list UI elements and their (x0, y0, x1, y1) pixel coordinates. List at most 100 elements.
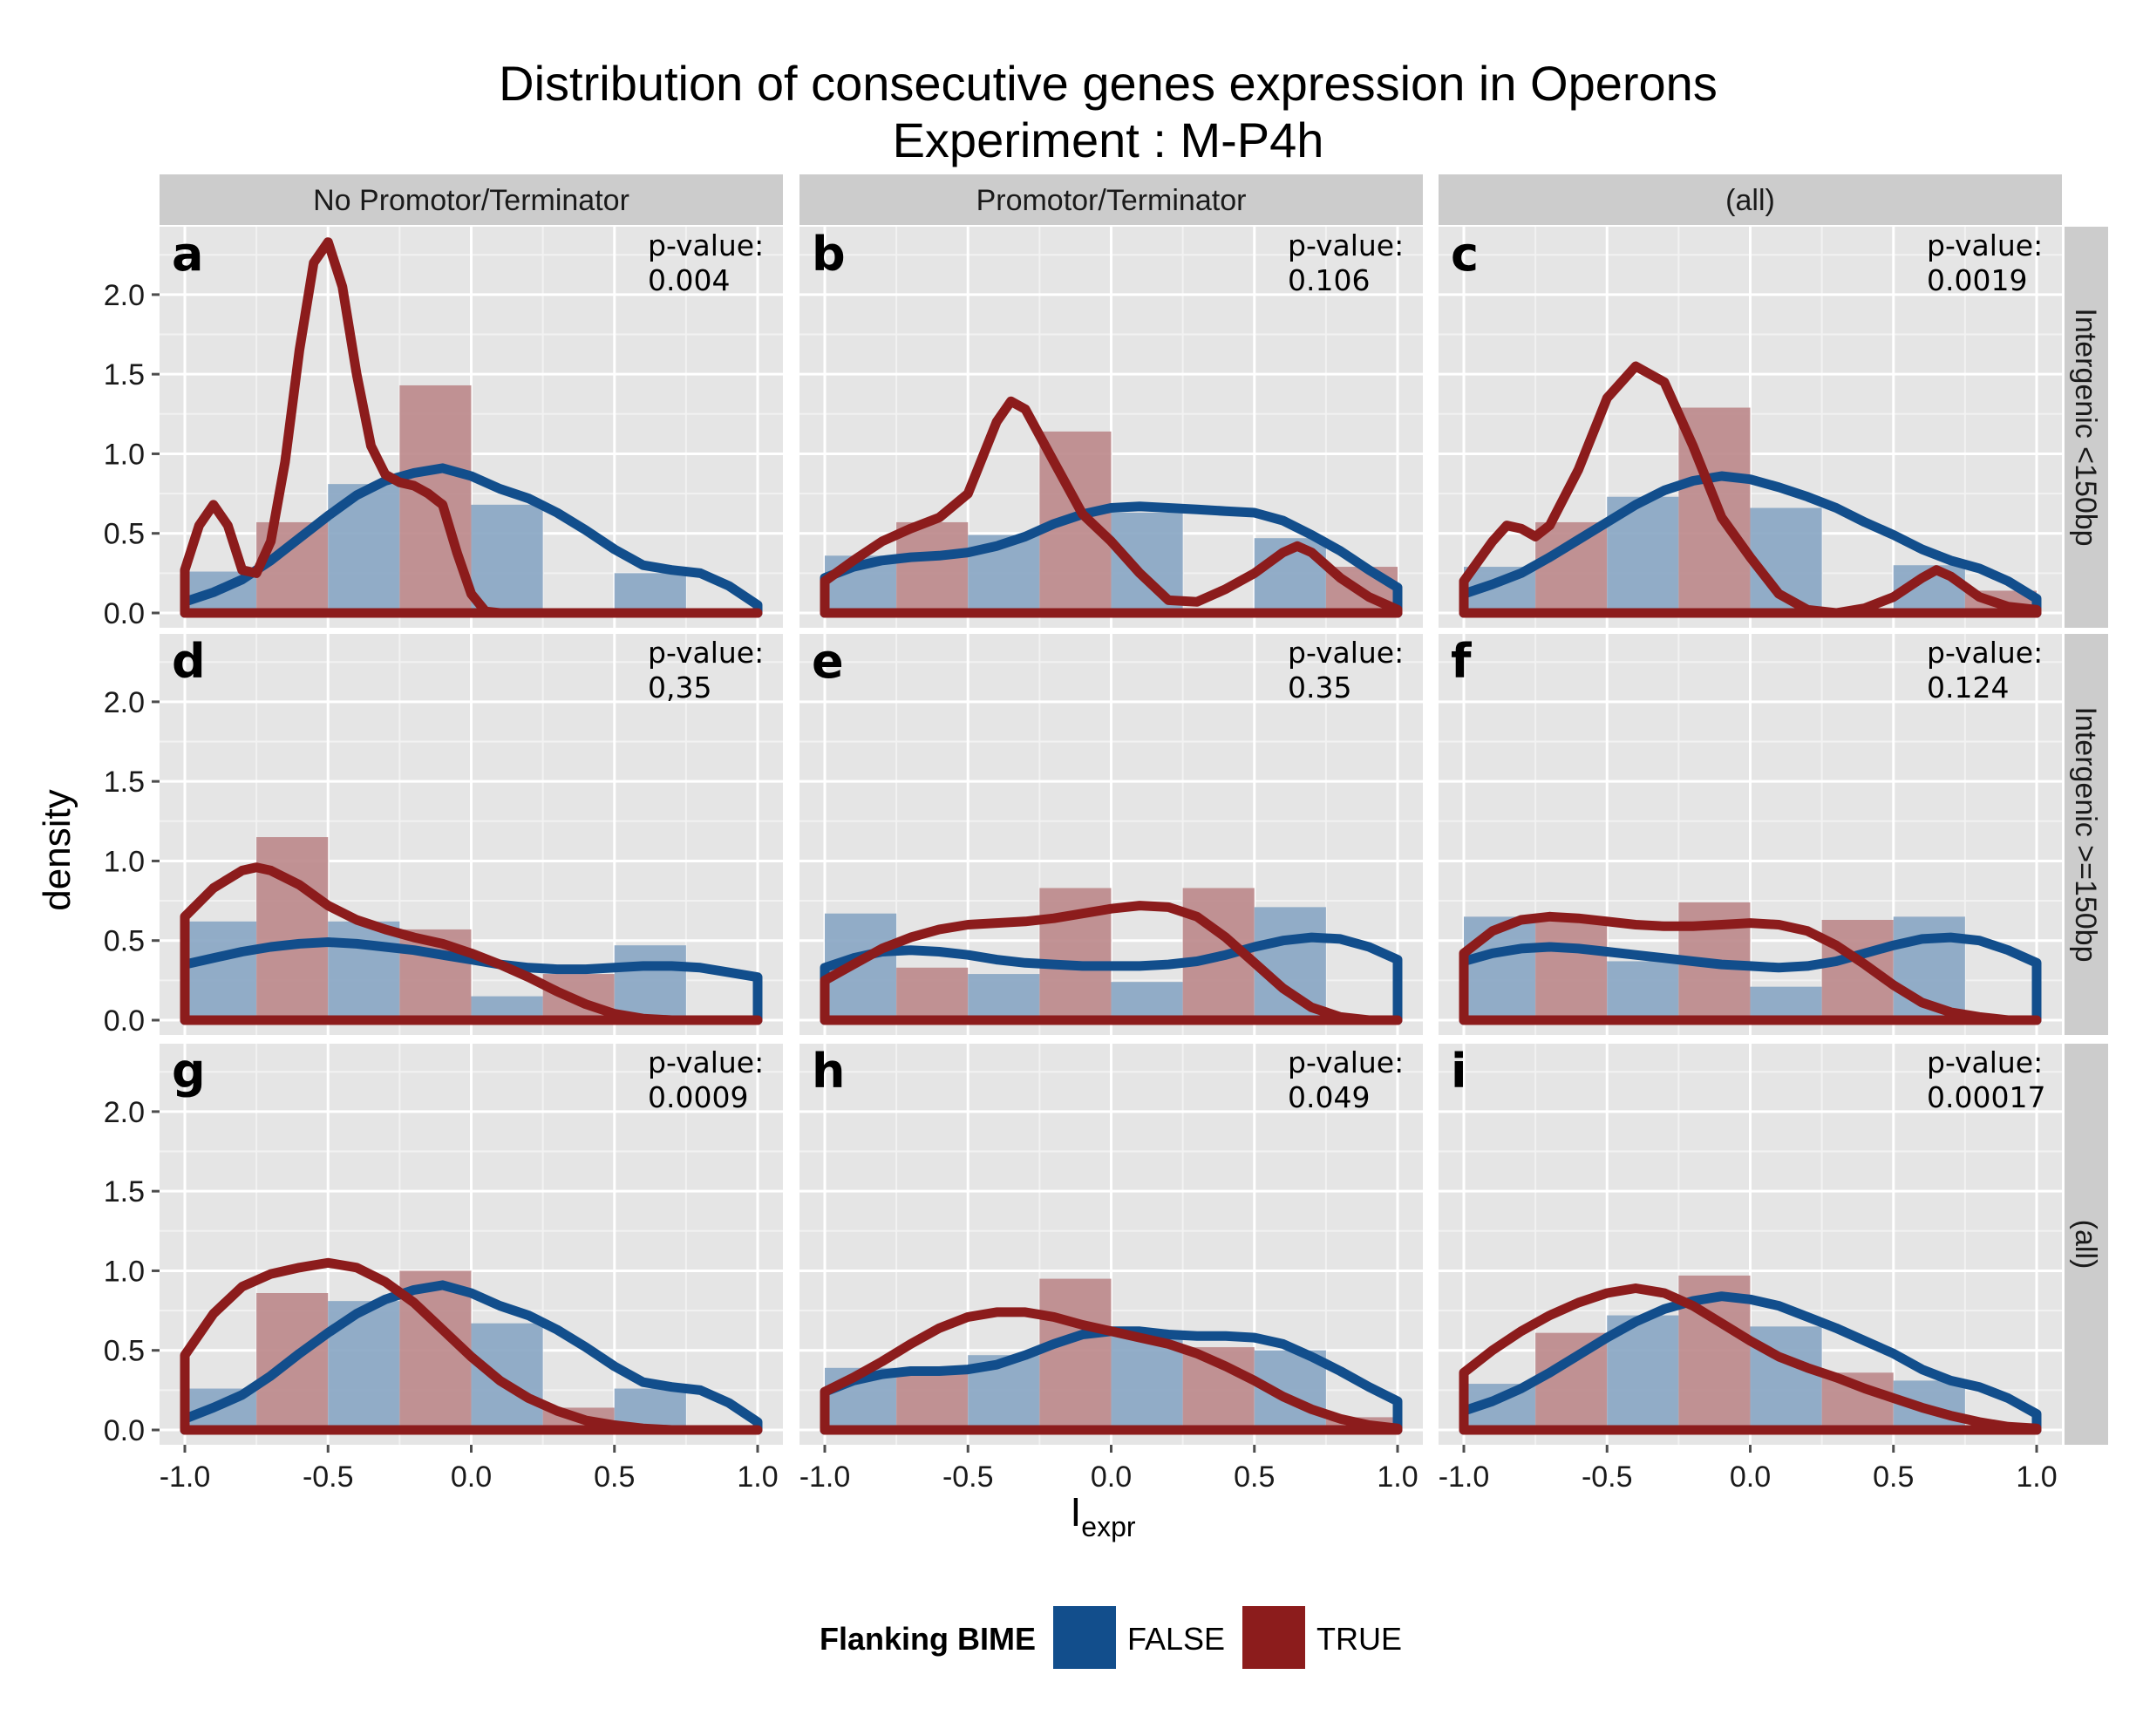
chart-subtitle: Experiment : M-P4h (893, 112, 1324, 167)
pvalue-label: p-value: (1927, 1045, 2043, 1079)
facet-grid: No Promotor/Terminator Promotor/Terminato… (104, 174, 2108, 1494)
pvalue-label: p-value: (1288, 1045, 1404, 1079)
chart-title: Distribution of consecutive genes expres… (499, 56, 1718, 111)
y-tick-label: 1.0 (104, 845, 145, 878)
row-strip-label-1: Intergenic <150bp (2069, 308, 2102, 546)
panel-b: b p-value:0.106 (799, 227, 1423, 628)
histogram-bar-false (471, 504, 543, 613)
x-axis-label-main: I (1070, 1489, 1081, 1535)
pvalue-value: 0.106 (1288, 263, 1370, 297)
density-curve-true (820, 396, 1403, 618)
panel-f: f p-value:0.124 (1439, 634, 2062, 1035)
panel-a: a p-value:0.004 0.0 0.5 1.0 1.5 2.0 (104, 227, 783, 630)
x-tick-label: 1.0 (737, 1460, 778, 1494)
panel-letter: h (812, 1044, 845, 1099)
pvalue-value: 0.049 (1288, 1080, 1370, 1114)
panel-letter: b (812, 227, 846, 282)
x-tick-label: 0.5 (1234, 1460, 1275, 1494)
pvalue-label: p-value: (1288, 228, 1404, 262)
pvalue-value: 0.124 (1927, 671, 2009, 705)
row-strip-label-2: Intergenic >=150bp (2069, 706, 2102, 962)
y-tick-label: 2.0 (104, 1096, 145, 1129)
pvalue-label: p-value: (1927, 228, 2043, 262)
density-curve-false (1459, 932, 2042, 1025)
legend-key-true (1242, 1606, 1305, 1669)
row-strip-label-3: (all) (2069, 1220, 2102, 1270)
panel-letter: d (172, 634, 206, 689)
density-curve-false (180, 1280, 763, 1435)
y-tick-label: 1.5 (104, 1175, 145, 1208)
x-tick-label: 0.0 (1091, 1460, 1132, 1494)
density-curve-true (180, 1257, 763, 1435)
pvalue-value: 0.00017 (1927, 1080, 2045, 1114)
panel-c: c p-value:0.0019 (1439, 227, 2062, 628)
histogram-bar-true (1821, 919, 1894, 1020)
density-curve-false (1459, 1291, 2042, 1435)
column-strip-label-2: Promotor/Terminator (976, 184, 1247, 217)
y-tick-label: 1.5 (104, 766, 145, 799)
x-axis-label-subscript: expr (1081, 1511, 1136, 1542)
histogram-bar-false (328, 921, 400, 1020)
pvalue-value: 0.35 (1288, 671, 1351, 705)
histogram-bar-false (614, 945, 686, 1020)
y-tick-label: 0.0 (104, 597, 145, 630)
histogram-bar-false (968, 974, 1040, 1020)
panel-i: i p-value:0.00017 -1.0 -0.5 0.0 0.5 1.0 (1439, 1044, 2062, 1494)
column-strip-3 (1439, 174, 2062, 225)
panel-d: d p-value:0,35 0.0 0.5 1.0 1.5 2.0 (104, 634, 783, 1038)
y-tick-label: 1.5 (104, 358, 145, 391)
column-strip-2 (799, 174, 1423, 225)
row-strip-3 (2065, 1044, 2108, 1445)
x-tick-label: 0.5 (1873, 1460, 1914, 1494)
density-curve-false (1459, 471, 2042, 618)
legend-label-false: FALSE (1127, 1621, 1225, 1657)
y-tick-label: 2.0 (104, 279, 145, 312)
pvalue-label: p-value: (1288, 636, 1404, 670)
panel-letter: f (1451, 634, 1472, 689)
x-tick-label: 1.0 (2016, 1460, 2057, 1494)
panel-h: h p-value:0.049 -1.0 -0.5 0.0 0.5 1.0 (799, 1044, 1423, 1494)
density-curve-true (820, 901, 1403, 1025)
pvalue-label: p-value: (1927, 636, 2043, 670)
x-tick-label: -0.5 (942, 1460, 994, 1494)
density-curve-true (1459, 361, 2042, 618)
histogram-bar-true (896, 1372, 969, 1430)
legend-title: Flanking BIME (820, 1621, 1036, 1657)
density-curve-true (1459, 1283, 2042, 1435)
density-curve-true (180, 237, 763, 618)
x-tick-label: -1.0 (160, 1460, 211, 1494)
histogram-bar-false (471, 1323, 543, 1430)
y-tick-label: 0.0 (104, 1004, 145, 1038)
x-tick-label: -0.5 (1582, 1460, 1633, 1494)
y-tick-label: 0.5 (104, 925, 145, 958)
row-strip-1 (2065, 227, 2108, 628)
row-strip-2 (2065, 634, 2108, 1035)
y-tick-label: 2.0 (104, 686, 145, 719)
density-curve-true (1459, 911, 2042, 1025)
legend-key-false (1053, 1606, 1116, 1669)
histogram-bar-false (185, 921, 257, 1020)
panel-e: e p-value:0.35 (799, 634, 1423, 1035)
histogram-bar-true (896, 967, 969, 1020)
y-tick-label: 0.5 (104, 518, 145, 551)
pvalue-label: p-value: (648, 228, 764, 262)
x-tick-label: -1.0 (799, 1460, 851, 1494)
histogram-bar-true (1535, 918, 1608, 1020)
density-curve-true (180, 862, 763, 1025)
histogram-bar-false (1254, 907, 1326, 1020)
density-curve-true (820, 1307, 1403, 1435)
y-axis-label: density (36, 789, 78, 910)
x-tick-label: 1.0 (1377, 1460, 1418, 1494)
panel-letter: g (172, 1044, 206, 1099)
density-curve-false (820, 501, 1403, 618)
column-strip-label-1: No Promotor/Terminator (313, 184, 629, 217)
panel-letter: c (1451, 227, 1479, 282)
column-strip-label-3: (all) (1725, 184, 1775, 217)
column-strip-1 (160, 174, 783, 225)
pvalue-value: 0.0009 (648, 1080, 748, 1114)
x-axis-label: Iexpr (1070, 1489, 1135, 1542)
panel-letter: i (1451, 1044, 1467, 1099)
histogram-bar-true (896, 521, 969, 613)
panel-g: g p-value:0.0009 0.0 0.5 1.0 1.5 2.0 -1.0 -0.5 0.… (104, 1044, 783, 1494)
